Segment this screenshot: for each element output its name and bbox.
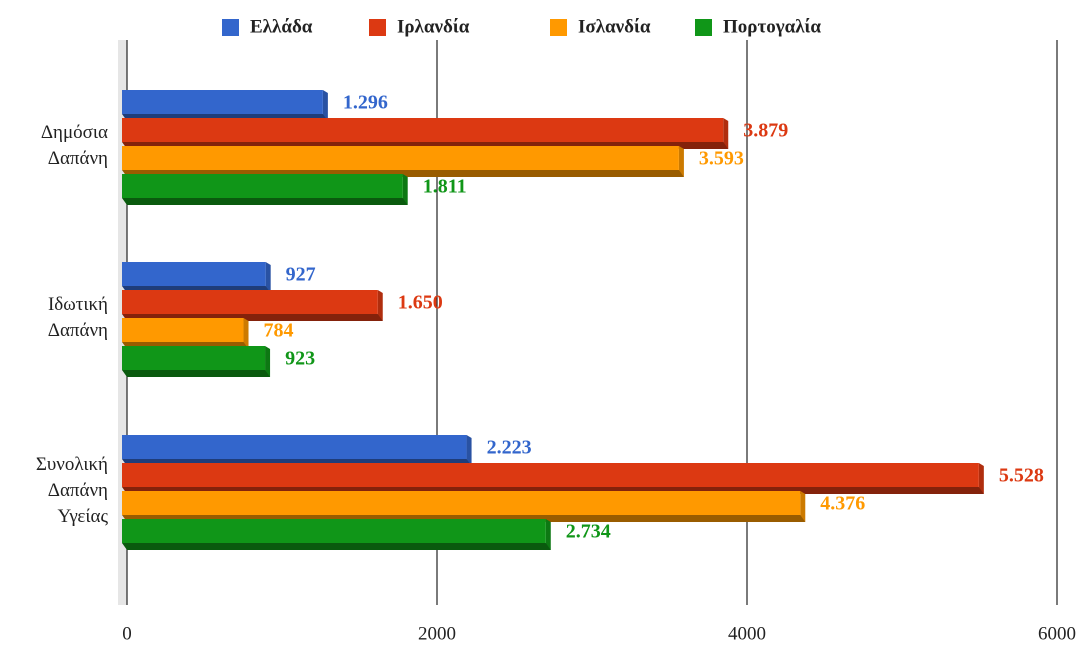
legend-label: Πορτογαλία (723, 16, 821, 37)
bar (122, 146, 679, 170)
bar-side (678, 146, 684, 177)
bar (122, 435, 467, 459)
data-label: 923 (285, 348, 315, 370)
data-label: 3.593 (699, 148, 744, 170)
data-label: 1.296 (343, 92, 388, 114)
bar-side (723, 118, 729, 149)
legend-swatch (369, 19, 386, 36)
legend-swatch (550, 19, 567, 36)
legend-label: Ελλάδα (250, 16, 313, 37)
bar (122, 290, 378, 314)
bar (122, 463, 979, 487)
legend-label: Ιρλανδία (397, 16, 470, 37)
bar (122, 318, 244, 342)
bar-side (377, 290, 383, 321)
data-label: 4.376 (820, 493, 865, 515)
legend-label: Ισλανδία (578, 16, 651, 37)
y-tick-label: Συνολική Δαπάνη Υγείας (35, 454, 108, 527)
bar-side (265, 262, 271, 293)
legend-swatch (695, 19, 712, 36)
x-tick-label: 0 (122, 623, 132, 644)
data-label: 5.528 (999, 465, 1044, 487)
data-label: 784 (264, 320, 294, 342)
bar (122, 262, 266, 286)
bar-side (545, 519, 551, 550)
bar (122, 90, 323, 114)
y-tick-label: Δημόσια Δαπάνη (40, 122, 108, 169)
bar-side (243, 318, 249, 349)
data-label: 1.811 (423, 176, 467, 198)
data-label: 927 (286, 264, 316, 286)
bar-side (322, 90, 328, 121)
data-label: 1.650 (398, 292, 443, 314)
bar-bottom (122, 198, 408, 205)
bar (122, 346, 266, 370)
bar (122, 174, 403, 198)
bar-bottom (122, 543, 551, 550)
data-label: 2.223 (487, 437, 532, 459)
bar-side (402, 174, 408, 205)
x-tick-label: 6000 (1038, 623, 1076, 644)
x-tick-label: 2000 (418, 623, 456, 644)
legend-swatch (222, 19, 239, 36)
bar-bottom (122, 370, 271, 377)
bar-side (978, 463, 984, 494)
bar (122, 491, 801, 515)
bar-side (800, 491, 806, 522)
bar-side (466, 435, 472, 466)
bar (122, 519, 546, 543)
data-label: 3.879 (743, 120, 788, 142)
bar (122, 118, 724, 142)
data-label: 2.734 (566, 521, 611, 543)
x-tick-label: 4000 (728, 623, 766, 644)
y-tick-label: Ιδωτική Δαπάνη (47, 294, 108, 341)
bar-side (265, 346, 271, 377)
